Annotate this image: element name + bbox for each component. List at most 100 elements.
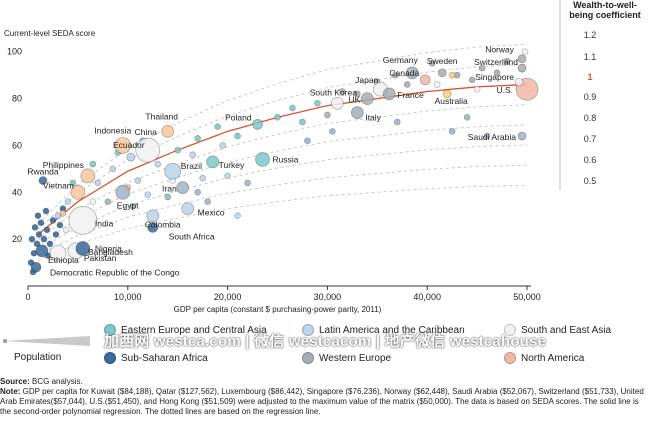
country-label: Vietnam — [43, 180, 74, 190]
data-point — [428, 60, 436, 67]
country-bubble — [161, 125, 175, 138]
data-point — [478, 64, 486, 72]
country-label: Japan — [355, 75, 378, 85]
coefficient-curve — [37, 144, 528, 251]
data-point — [468, 76, 476, 84]
notes: Source: BCG analysis. Note: GDP per capi… — [0, 377, 650, 417]
data-point — [234, 212, 241, 220]
note-text: GDP per capita for Kuwait ($84,188), Qat… — [0, 387, 644, 416]
country-bubble — [360, 92, 374, 105]
country-bubble — [350, 106, 364, 119]
coefficient-label: 0.6 — [584, 155, 597, 165]
country-bubble — [49, 244, 67, 262]
country-label: China — [135, 127, 157, 137]
country-label: Philippines — [43, 160, 84, 170]
data-point — [42, 207, 50, 215]
data-point — [109, 165, 117, 173]
y-tick-label: 60 — [12, 140, 22, 150]
data-point — [393, 118, 401, 126]
data-point — [299, 118, 306, 126]
country-label: Saudi Arabia — [468, 132, 516, 142]
y-tick-label: 80 — [12, 94, 22, 104]
legend-label: Sub-Saharan Africa — [121, 352, 208, 364]
data-point — [521, 48, 529, 56]
coefficient-curve — [37, 124, 528, 246]
x-tick-label: 10,000 — [114, 292, 142, 302]
data-point — [31, 224, 39, 231]
coefficient-curve — [37, 43, 528, 225]
data-point — [433, 81, 441, 88]
legend-swatch — [104, 324, 116, 336]
data-point — [64, 198, 72, 205]
data-point — [49, 217, 57, 224]
data-point — [59, 210, 67, 217]
data-point — [324, 111, 331, 119]
country-label: Brazil — [181, 161, 202, 171]
country-label: Singapore — [475, 72, 514, 82]
coefficient-label: 1.1 — [584, 52, 597, 62]
country-label: Mexico — [198, 208, 225, 218]
source-text: BCG analysis. — [29, 377, 83, 386]
country-bubble — [115, 184, 131, 200]
data-point — [289, 104, 296, 112]
data-point — [448, 71, 456, 79]
country-label: U.S. — [496, 85, 513, 95]
country-label: Canada — [389, 68, 419, 78]
data-point — [33, 240, 41, 248]
country-bubble — [75, 241, 91, 256]
data-point — [104, 198, 112, 205]
x-tick-label: 20,000 — [214, 292, 242, 302]
data-point — [62, 226, 70, 234]
country-bubble — [437, 68, 447, 78]
country-bubble — [68, 206, 98, 235]
country-bubble — [70, 184, 86, 200]
legend-label: Latin America and the Caribbean — [319, 324, 465, 336]
country-label: Thailand — [145, 111, 178, 121]
legend: Eastern Europe and Central Asia Latin Am… — [0, 322, 650, 368]
data-point — [483, 132, 491, 140]
data-point — [194, 135, 201, 142]
data-point — [69, 179, 77, 187]
legend-swatch — [504, 352, 516, 364]
country-bubble — [30, 261, 42, 273]
country-label: Poland — [225, 112, 252, 122]
country-bubble — [147, 222, 159, 233]
legend-item: North America — [504, 352, 584, 364]
legend-item: South and East Asia — [504, 324, 611, 336]
data-point — [503, 57, 511, 65]
data-point — [94, 179, 102, 187]
country-bubble — [114, 137, 132, 154]
country-label: Nigeria — [95, 244, 122, 254]
x-tick-label: 50,000 — [513, 292, 541, 302]
country-bubble — [252, 118, 263, 130]
country-label: Germany — [383, 55, 419, 65]
country-label: Iran — [162, 184, 177, 194]
data-point — [244, 179, 251, 187]
x-tick-label: 0 — [25, 292, 30, 302]
country-label: South Korea — [310, 87, 358, 97]
country-label: Ecuador — [113, 140, 145, 150]
country-bubble — [206, 155, 219, 169]
coefficient-label: 0.8 — [584, 113, 597, 123]
note-label: Note: — [0, 387, 21, 396]
data-point — [194, 188, 201, 196]
y-axis-title: Current-level SEDA score — [4, 29, 96, 38]
country-label: South Africa — [169, 231, 215, 241]
note-line: Note: GDP per capita for Kuwait ($84,188… — [0, 387, 650, 417]
data-point — [174, 146, 181, 154]
data-point — [493, 69, 501, 77]
country-bubble — [164, 162, 182, 180]
coefficient-label: 1 — [587, 72, 592, 82]
data-point — [314, 99, 321, 107]
data-point — [40, 235, 48, 243]
data-point — [214, 123, 221, 130]
country-label: Indonesia — [94, 125, 131, 135]
country-label: Bangladesh — [88, 247, 133, 257]
regression-line — [37, 83, 528, 236]
country-label: Turkey — [219, 160, 245, 170]
country-label: Italy — [365, 113, 381, 123]
country-label: Egypt — [117, 200, 139, 210]
country-bubble — [181, 202, 195, 216]
country-label: Switzerland — [474, 57, 518, 67]
data-point — [219, 142, 226, 149]
